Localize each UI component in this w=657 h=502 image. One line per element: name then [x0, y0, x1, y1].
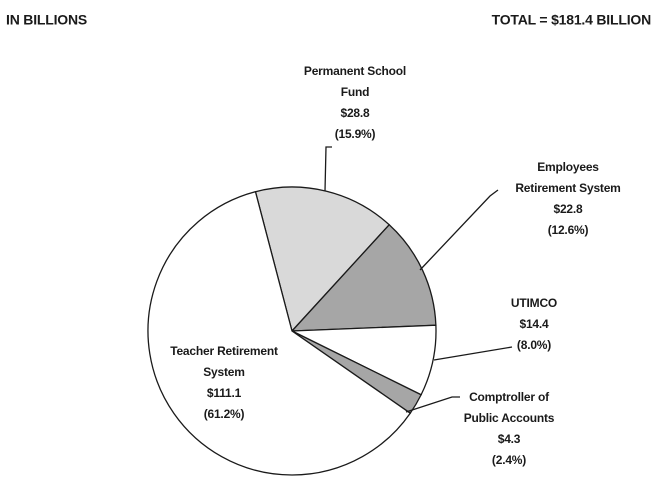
value-label: $22.8: [553, 202, 583, 216]
pie-slice: [254, 186, 391, 333]
value-label: $14.4: [519, 317, 549, 331]
slice-label: Retirement System: [515, 181, 620, 195]
slice-label: Employees: [537, 160, 599, 174]
total-label: TOTAL = $181.4 BILLION: [492, 12, 651, 28]
leader-line: [433, 346, 513, 361]
slice-label: Fund: [341, 85, 370, 99]
slice-label: Comptroller of: [469, 390, 550, 404]
slice-label: Public Accounts: [464, 411, 555, 425]
leader-line: [324, 146, 332, 192]
leader-line: [419, 189, 499, 271]
leader-line: [405, 396, 460, 413]
slice-label: Teacher Retirement: [170, 344, 278, 358]
value-label: $4.3: [498, 432, 521, 446]
percent-label: (61.2%): [204, 407, 245, 421]
percent-label: (2.4%): [492, 453, 526, 467]
percent-label: (15.9%): [335, 127, 376, 141]
pie-slice: [147, 190, 412, 476]
percent-label: (12.6%): [548, 223, 589, 237]
slice-label: UTIMCO: [511, 296, 557, 310]
percent-label: (8.0%): [517, 338, 551, 352]
pie-slice: [290, 223, 437, 332]
value-label: $28.8: [340, 106, 370, 120]
slice-label: System: [203, 365, 245, 379]
subtitle: IN BILLIONS: [6, 12, 87, 28]
value-label: $111.1: [207, 386, 242, 400]
slice-label: Permanent School: [304, 64, 406, 78]
